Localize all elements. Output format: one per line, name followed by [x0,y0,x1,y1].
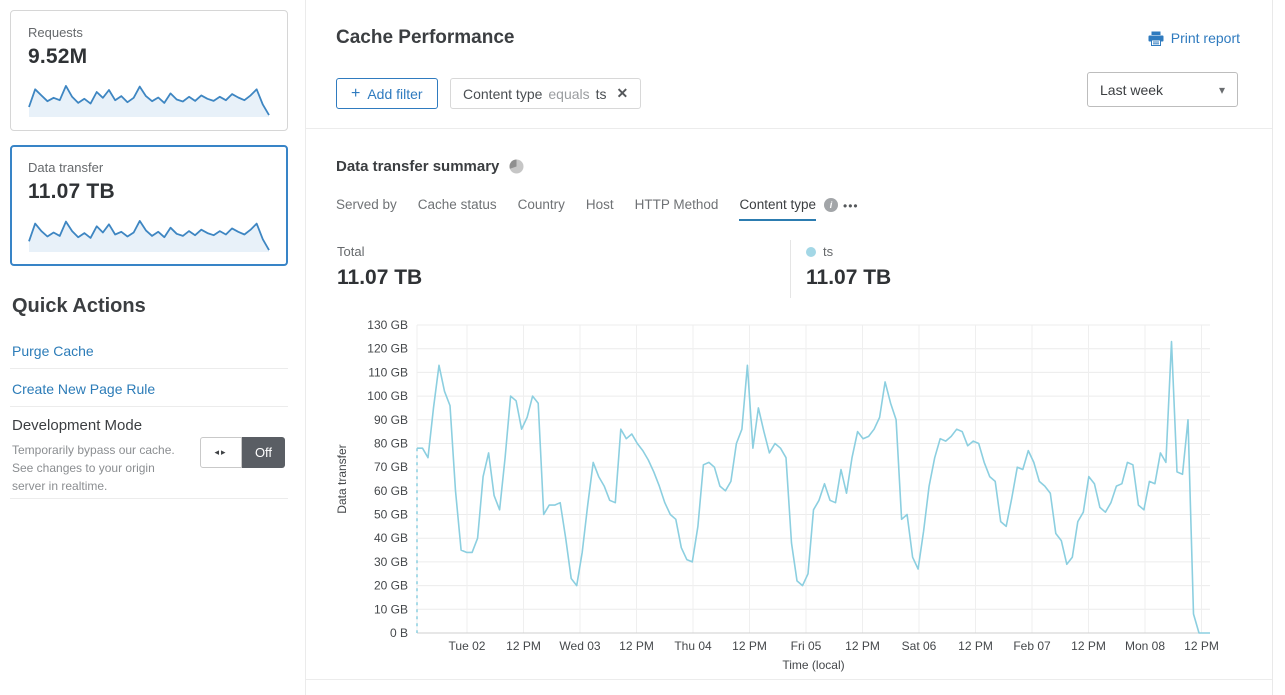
metric-value: 11.07 TB [28,180,115,203]
data-transfer-sparkline-chart [28,220,270,252]
time-range-select[interactable]: Last week ▾ [1087,72,1238,107]
summary-section-title: Data transfer summary [336,158,524,175]
info-icon[interactable]: i [824,197,838,212]
svg-text:12 PM: 12 PM [1184,639,1219,653]
svg-text:40 GB: 40 GB [374,531,408,545]
svg-text:Time (local): Time (local) [782,658,844,672]
svg-text:0 B: 0 B [390,626,408,640]
left-right-arrows-icon: ◂▸ [214,447,228,457]
development-mode-toggle[interactable]: ◂▸ Off [200,437,285,468]
quick-actions-title: Quick Actions [12,295,146,317]
tab-cache-status[interactable]: Cache status [417,197,497,212]
time-range-value: Last week [1100,81,1164,98]
pie-chart-icon[interactable] [509,159,524,174]
svg-text:120 GB: 120 GB [367,342,408,356]
summary-tabs: Served by Cache status Country Host HTTP… [336,197,838,221]
svg-text:12 PM: 12 PM [619,639,654,653]
divider [10,498,288,499]
svg-text:110 GB: 110 GB [368,365,408,379]
svg-text:60 GB: 60 GB [374,484,408,498]
totals-divider [790,240,791,298]
development-mode-title: Development Mode [12,417,143,434]
plus-icon: + [351,84,361,102]
header-divider [306,128,1272,129]
svg-text:12 PM: 12 PM [506,639,541,653]
divider [10,368,288,369]
requests-sparkline-chart [28,85,270,117]
svg-text:12 PM: 12 PM [845,639,880,653]
add-filter-button[interactable]: + Add filter [336,78,438,109]
print-report-button[interactable]: Print report [1148,30,1240,46]
series-legend-dot [806,247,816,257]
tab-served-by[interactable]: Served by [336,197,397,212]
tab-content-type[interactable]: Content type i [739,197,838,221]
content-right-edge [1272,0,1273,695]
filter-operator: equals [548,85,590,102]
create-new-page-rule-link[interactable]: Create New Page Rule [12,381,156,397]
svg-text:Feb 07: Feb 07 [1013,639,1051,653]
svg-text:12 PM: 12 PM [958,639,993,653]
print-report-label: Print report [1170,30,1240,46]
add-filter-label: Add filter [367,85,423,102]
development-mode-description: Temporarily bypass our cache. See change… [12,443,175,493]
svg-text:50 GB: 50 GB [374,508,408,522]
svg-text:Wed 03: Wed 03 [559,639,600,653]
tab-http-method[interactable]: HTTP Method [634,197,719,212]
divider [10,406,288,407]
svg-text:Data transfer: Data transfer [335,444,349,513]
data-transfer-line-chart: 0 B 10 GB 20 GB 30 GB 40 GB 50 GB 60 GB 70 GB 80… [335,318,1219,672]
printer-icon [1148,31,1164,46]
toggle-state-label: Off [242,437,285,468]
svg-text:12 PM: 12 PM [1071,639,1106,653]
toggle-handle[interactable]: ◂▸ [200,437,242,468]
tab-country[interactable]: Country [517,197,565,212]
svg-text:100 GB: 100 GB [367,389,408,403]
tab-host[interactable]: Host [585,197,614,212]
filter-field: Content type [463,85,543,102]
summary-title-text: Data transfer summary [336,158,500,175]
total-value: 11.07 TB [337,266,423,289]
metric-label: Requests [28,25,83,40]
metric-card-requests[interactable]: Requests 9.52M [10,10,288,131]
svg-text:Fri 05: Fri 05 [791,639,822,653]
svg-text:Mon 08: Mon 08 [1125,639,1165,653]
svg-text:Sat 06: Sat 06 [902,639,937,653]
svg-text:90 GB: 90 GB [374,413,408,427]
svg-text:10 GB: 10 GB [374,602,408,616]
page-title: Cache Performance [336,27,515,48]
metric-value: 9.52M [28,45,88,68]
close-icon[interactable]: ✕ [616,85,629,101]
series-legend-name: ts [823,244,834,259]
svg-text:80 GB: 80 GB [374,436,408,450]
svg-text:12 PM: 12 PM [732,639,767,653]
svg-text:Tue 02: Tue 02 [449,639,486,653]
section-bottom-divider [306,679,1272,680]
metric-card-data-transfer[interactable]: Data transfer 11.07 TB [10,145,288,266]
sidebar: Requests 9.52M Data transfer 11.07 TB Qu… [0,0,306,695]
purge-cache-link[interactable]: Purge Cache [12,343,94,359]
svg-text:20 GB: 20 GB [374,579,408,593]
series-legend-value: 11.07 TB [806,266,892,289]
svg-text:Thu 04: Thu 04 [674,639,712,653]
filter-pill-content-type[interactable]: Content type equals ts ✕ [450,78,642,109]
filter-value: ts [595,85,607,102]
metric-label: Data transfer [28,160,104,175]
chevron-down-icon: ▾ [1218,82,1225,97]
more-tabs-icon[interactable]: ••• [843,199,859,213]
svg-text:130 GB: 130 GB [367,318,408,332]
svg-text:30 GB: 30 GB [374,555,408,569]
total-label: Total [337,244,365,259]
svg-text:70 GB: 70 GB [374,460,408,474]
